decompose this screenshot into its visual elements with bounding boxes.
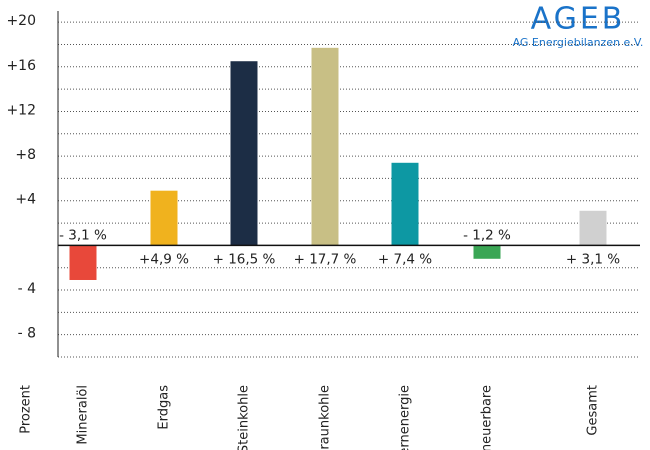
y-tick-label: +12: [6, 102, 36, 118]
x-tick-label: Mineralöl: [76, 385, 91, 445]
bar: [473, 245, 501, 259]
value-label: + 16,5 %: [213, 251, 276, 267]
x-tick-label: Erneuerbare: [480, 385, 495, 450]
logo-name: AGEB: [531, 2, 626, 37]
x-tick-label: Erdgas: [157, 385, 172, 430]
value-label: - 3,1 %: [59, 227, 107, 243]
x-tick-label: Steinkohle: [237, 385, 252, 450]
y-tick-label: - 8: [18, 326, 36, 342]
bar: [69, 245, 97, 280]
y-tick-label: +8: [15, 147, 36, 163]
value-label: - 1,2 %: [463, 227, 511, 243]
value-label: + 17,7 %: [294, 251, 357, 267]
value-label: +4,9 %: [139, 251, 189, 267]
y-tick-label: +16: [6, 58, 36, 74]
value-label: + 7,4 %: [378, 251, 432, 267]
bar: [391, 162, 419, 246]
y-tick-label: +4: [15, 192, 36, 208]
x-tick-label: Gesamt: [586, 385, 601, 436]
x-tick-label: Braunkohle: [318, 385, 333, 450]
bar: [579, 210, 607, 246]
bar: [230, 61, 258, 246]
y-tick-label: - 4: [18, 281, 37, 297]
value-label: + 3,1 %: [566, 251, 620, 267]
logo-subtitle: AG Energiebilanzen e.V.: [513, 36, 644, 49]
y-tick-label: +20: [6, 13, 36, 29]
y-axis-label: Prozent: [19, 385, 34, 434]
x-tick-label: Kernenergie: [398, 385, 413, 450]
bar: [150, 190, 178, 246]
bar: [311, 47, 339, 246]
